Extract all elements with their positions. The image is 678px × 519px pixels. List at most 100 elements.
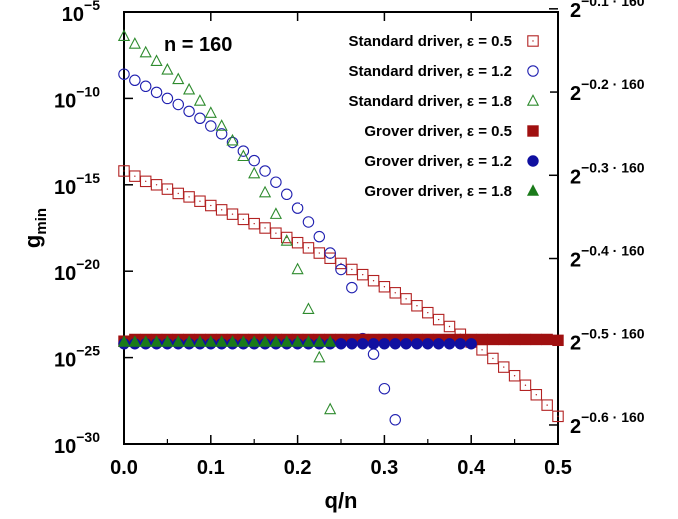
- data-point: [443, 338, 456, 350]
- x-axis-title: q/n: [325, 488, 358, 513]
- data-point-dot: [307, 247, 310, 249]
- data-point: [237, 335, 250, 347]
- data-point: [378, 338, 391, 350]
- data-point: [172, 98, 185, 111]
- data-point: [552, 410, 564, 423]
- data-point: [258, 185, 272, 198]
- data-point: [150, 54, 163, 66]
- data-point: [302, 302, 315, 314]
- data-point: [259, 335, 272, 347]
- data-point: [291, 202, 304, 214]
- data-point-dot: [372, 280, 375, 282]
- x-tick-labels: 0.0 0.1 0.2 0.3 0.4 0.5: [110, 457, 572, 479]
- data-point: [280, 335, 293, 347]
- svg-text:gmin: gmin: [20, 208, 50, 248]
- data-point: [139, 80, 152, 93]
- series-2: [117, 29, 337, 415]
- legend-label: Standard driver, ε = 1.8: [349, 93, 512, 110]
- data-point-dot: [362, 273, 364, 276]
- data-point: [389, 414, 401, 426]
- data-point: [193, 335, 206, 347]
- data-point: [313, 230, 326, 243]
- data-point: [324, 402, 337, 415]
- x-tick-label: 0.3: [370, 457, 398, 479]
- data-point-dot: [416, 305, 418, 307]
- x-tick-label: 0.4: [457, 457, 486, 479]
- data-point: [204, 335, 217, 347]
- y-axis-title: gmin: [20, 208, 50, 248]
- data-point: [530, 389, 543, 401]
- data-point: [150, 86, 163, 99]
- y-tick-labels: 10−5 10−10 10−15 10−20 10−25 10−30: [54, 0, 100, 458]
- legend-label: Grover driver, ε = 1.2: [364, 153, 512, 170]
- data-point: [432, 313, 445, 326]
- legend-marker: [527, 155, 539, 167]
- data-point: [139, 45, 152, 58]
- data-point: [487, 352, 499, 365]
- data-point: [422, 306, 434, 319]
- data-point: [313, 335, 326, 347]
- data-point-dot: [145, 180, 147, 183]
- data-point: [204, 106, 217, 118]
- legend-marker: [527, 35, 539, 47]
- data-point: [291, 335, 304, 347]
- y-axis-title-main: g: [20, 235, 45, 248]
- series-0: [118, 165, 564, 423]
- data-point: [248, 166, 261, 179]
- data-point: [280, 234, 293, 246]
- data-point: [432, 338, 445, 350]
- legend-marker-dot: [532, 40, 534, 42]
- data-point: [237, 145, 250, 157]
- data-point-dot: [231, 213, 234, 215]
- data-point-dot: [383, 286, 386, 288]
- data-point: [335, 257, 347, 270]
- y2-tick-label: 2−0.2 · 160: [570, 76, 645, 105]
- data-point: [313, 350, 326, 363]
- data-point: [508, 369, 521, 382]
- data-point-dot: [296, 241, 299, 244]
- data-point: [357, 338, 369, 350]
- x-tick-label: 0.2: [284, 457, 312, 479]
- data-point-dot: [405, 298, 407, 300]
- legend-label: Grover driver, ε = 1.8: [364, 183, 512, 200]
- data-point-dot: [188, 196, 190, 198]
- y2-tick-label: 2−0.5 · 160: [570, 326, 645, 355]
- data-point-dot: [177, 192, 179, 195]
- data-point-dot: [286, 236, 288, 239]
- data-point: [161, 92, 174, 105]
- data-point: [356, 268, 369, 281]
- legend-label: Standard driver, ε = 1.2: [349, 63, 512, 80]
- data-point: [422, 338, 434, 350]
- legend-backdrop: [300, 120, 550, 144]
- data-point-dot: [535, 394, 537, 396]
- data-point: [389, 287, 401, 299]
- data-point-dot: [166, 188, 169, 190]
- data-point: [205, 120, 217, 132]
- data-point: [269, 335, 282, 347]
- data-point-dot: [524, 384, 527, 386]
- annotation-n: n = 160: [164, 34, 232, 56]
- data-point-dot: [264, 227, 266, 229]
- data-point: [183, 105, 195, 118]
- data-point-dot: [492, 357, 494, 360]
- data-point-dot: [242, 218, 245, 221]
- data-point: [476, 333, 488, 346]
- data-point: [291, 262, 304, 275]
- legend-marker: [526, 94, 540, 106]
- data-point: [443, 320, 456, 333]
- data-point: [324, 247, 336, 259]
- data-point: [367, 348, 380, 360]
- y-tick-label: 10−25: [54, 343, 100, 372]
- data-point: [226, 133, 239, 146]
- data-point-dot: [134, 175, 136, 177]
- data-point: [335, 263, 347, 276]
- data-point-dot: [427, 311, 429, 314]
- legend-marker: [526, 184, 540, 196]
- data-point: [150, 335, 163, 347]
- data-point: [302, 216, 315, 228]
- data-point: [530, 333, 542, 346]
- y2-tick-label: 2−0.4 · 160: [570, 243, 645, 272]
- data-point-dot: [123, 170, 125, 172]
- data-point-dot: [448, 325, 451, 328]
